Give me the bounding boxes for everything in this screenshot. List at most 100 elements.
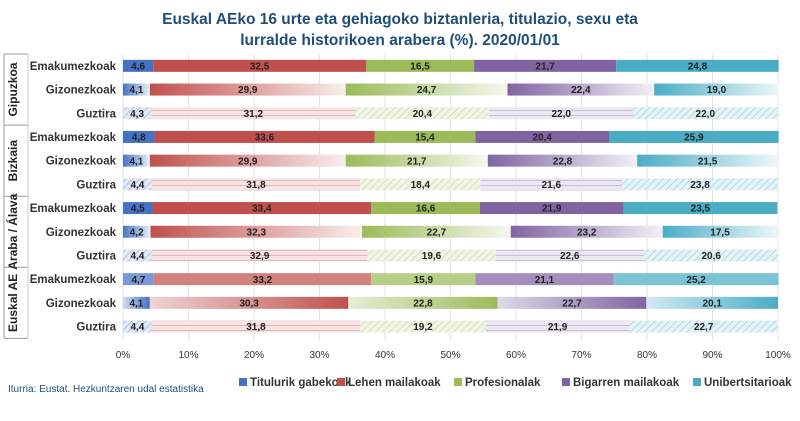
legend-label: Titulurik gabekoak	[250, 377, 352, 389]
data-label: 23,2	[577, 227, 597, 238]
data-label: 33,4	[252, 204, 272, 215]
data-label: 21,7	[535, 61, 555, 72]
bar-segment	[662, 225, 778, 238]
data-label: 4,7	[131, 275, 145, 286]
bar-segment	[123, 273, 154, 286]
bar-segment	[654, 83, 779, 96]
data-label: 4,1	[129, 85, 143, 96]
data-label: 20,6	[701, 251, 721, 262]
bar-segment	[151, 178, 361, 191]
group-label: Bizkaia	[6, 140, 20, 182]
data-label: 4,6	[131, 61, 145, 72]
data-label: 22,8	[413, 298, 433, 309]
data-label: 22,7	[427, 227, 447, 238]
x-tick-label: 60%	[506, 350, 526, 361]
legend-label: Profesionalak	[465, 377, 541, 389]
data-label: 29,9	[238, 85, 258, 96]
bar-segment	[123, 178, 152, 191]
data-label: 25,2	[686, 275, 706, 286]
bar-segment	[643, 249, 779, 262]
data-label: 24,8	[688, 61, 708, 72]
bar-segment	[149, 154, 346, 167]
data-label: 21,9	[548, 322, 568, 333]
data-label: 32,5	[250, 61, 270, 72]
row-label: Gizonezkoak	[46, 298, 117, 310]
data-label: 4,5	[131, 204, 145, 215]
legend-swatch	[693, 378, 701, 386]
data-label: 22,0	[696, 109, 716, 120]
x-tick-label: 50%	[440, 350, 460, 361]
bar-segment	[475, 273, 614, 286]
x-tick-label: 100%	[765, 350, 791, 361]
bar-segment	[153, 273, 372, 286]
row-label: Emakumezkoak	[30, 203, 117, 215]
x-tick-label: 10%	[178, 350, 198, 361]
bar-segment	[646, 296, 778, 309]
data-label: 32,9	[250, 251, 270, 262]
source-note: Iturria: Eustat. Hezkuntzaren udal estat…	[8, 384, 204, 395]
x-tick-label: 70%	[571, 350, 591, 361]
bar-segment	[151, 320, 361, 333]
row-label: Guztira	[76, 322, 116, 334]
row-label: Guztira	[76, 250, 116, 262]
bar-segment	[474, 59, 617, 72]
legend-label: Bigarren mailakoak	[573, 377, 680, 389]
bar-segment	[360, 320, 486, 333]
data-label: 18,4	[411, 180, 431, 191]
data-label: 4,2	[130, 227, 144, 238]
bar-segment	[622, 178, 778, 191]
legend-label: Unibertsitarioak	[704, 377, 792, 389]
bar-segment	[510, 225, 663, 238]
bar-segment	[345, 83, 508, 96]
data-label: 20,4	[532, 133, 552, 144]
row-label: Emakumezkoak	[30, 132, 117, 144]
data-label: 19,0	[707, 85, 727, 96]
bar-segment	[123, 130, 155, 143]
data-label: 33,6	[255, 133, 275, 144]
bar-segment	[123, 59, 154, 72]
bar-segment	[123, 249, 152, 262]
bar-segment	[123, 225, 151, 238]
bar-segment	[475, 130, 610, 143]
row-label: Emakumezkoak	[30, 61, 117, 73]
bar-segment	[623, 202, 778, 215]
row-label: Gizonezkoak	[46, 156, 117, 168]
x-tick-label: 40%	[375, 350, 395, 361]
bar-segment	[123, 154, 150, 167]
data-label: 21,1	[535, 275, 555, 286]
bar-segment	[629, 320, 778, 333]
bar-segment	[497, 296, 647, 309]
bar-segment	[149, 296, 349, 309]
bar-segment	[371, 273, 476, 286]
bar-segment	[613, 273, 779, 286]
row-label: Guztira	[76, 179, 116, 191]
data-label: 22,6	[560, 251, 580, 262]
bar-segment	[360, 178, 481, 191]
data-label: 17,5	[710, 227, 730, 238]
x-tick-label: 30%	[309, 350, 329, 361]
data-label: 4,3	[130, 109, 144, 120]
group-label: Araba / Álava	[5, 193, 20, 269]
legend-swatch	[239, 378, 247, 386]
chart-title-line: Euskal AEko 16 urte eta gehiagoko biztan…	[162, 11, 638, 28]
bar-segment	[123, 107, 152, 120]
bar-segment	[485, 320, 630, 333]
group-label: Gipuzkoa	[6, 62, 20, 116]
data-label: 4,4	[130, 180, 144, 191]
row-label: Emakumezkoak	[30, 274, 117, 286]
bar-segment	[616, 59, 779, 72]
bar-segment	[366, 59, 475, 72]
bar-segment	[153, 59, 367, 72]
data-label: 20,4	[413, 109, 433, 120]
bar-segment	[154, 130, 375, 143]
bar-segment	[367, 249, 496, 262]
bar-segment	[374, 130, 476, 143]
chart-title-line: lurralde historikoen arabera (%). 2020/0…	[240, 32, 560, 49]
row-label: Guztira	[76, 108, 116, 120]
legend-label: Lehen mailakoak	[348, 377, 441, 389]
bar-segment	[480, 178, 623, 191]
bar-segment	[150, 225, 363, 238]
data-label: 4,1	[129, 298, 143, 309]
legend-swatch	[562, 378, 570, 386]
x-tick-label: 0%	[116, 350, 131, 361]
